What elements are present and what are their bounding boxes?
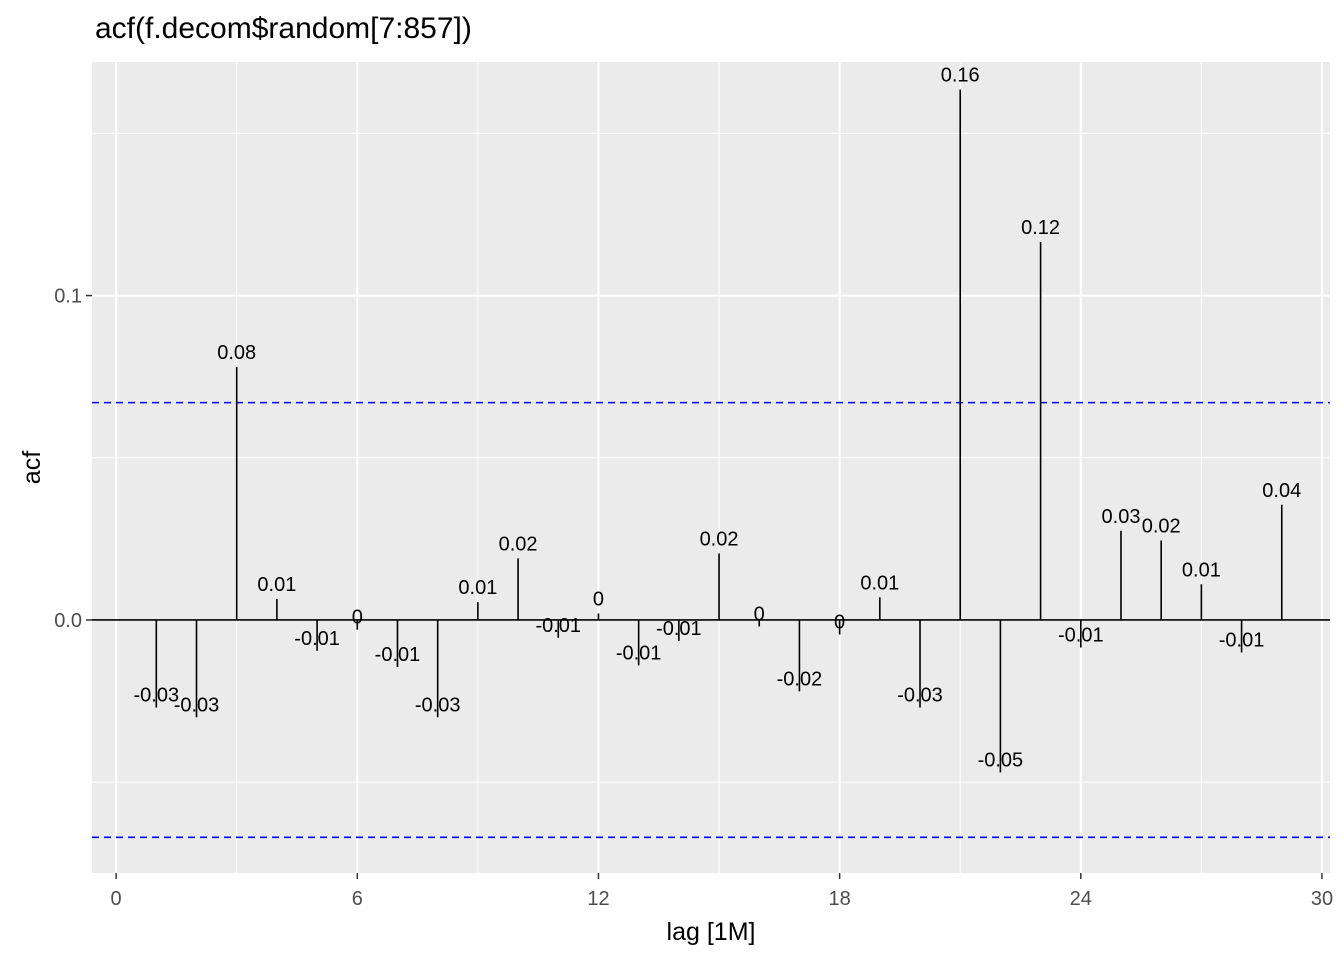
y-axis-title: acf [18, 451, 46, 484]
x-tick-label: 18 [828, 888, 850, 910]
acf-value-label: -0.03 [134, 685, 180, 707]
acf-value-label: 0.01 [860, 572, 899, 594]
chart-title: acf(f.decom$random[7:857]) [95, 12, 472, 45]
x-tick-label: 30 [1311, 888, 1333, 910]
acf-value-label: 0.01 [458, 577, 497, 599]
x-tick-label: 0 [111, 888, 122, 910]
acf-value-label: -0.02 [777, 668, 823, 690]
plot-panel [92, 62, 1330, 873]
y-tick-label: 0.1 [54, 286, 82, 308]
acf-value-label: 0.12 [1021, 217, 1060, 239]
acf-value-label: -0.03 [174, 694, 220, 716]
acf-value-label: 0.02 [1142, 515, 1181, 537]
acf-value-label: -0.01 [1058, 625, 1104, 647]
acf-value-label: -0.01 [656, 618, 702, 640]
acf-bars: -0.03-0.030.080.01-0.010-0.01-0.030.010.… [92, 65, 1330, 773]
acf-value-label: -0.01 [616, 642, 662, 664]
acf-value-label: 0.16 [941, 65, 980, 87]
acf-value-label: 0 [754, 603, 765, 625]
acf-value-label: 0.03 [1102, 506, 1141, 528]
acf-value-label: -0.01 [535, 615, 581, 637]
y-tick-label: 0.0 [54, 610, 82, 632]
acf-value-label: 0 [834, 612, 845, 634]
acf-value-label: 0.01 [1182, 559, 1221, 581]
acf-value-label: -0.01 [1219, 629, 1265, 651]
x-tick-label: 24 [1070, 888, 1092, 910]
acf-value-label: -0.03 [415, 694, 461, 716]
acf-value-label: -0.01 [294, 628, 340, 650]
x-tick-label: 6 [352, 888, 363, 910]
axis-ticks: 0 6 12 18 24 30 0.0 0.1 [54, 286, 1333, 910]
acf-value-label: -0.05 [978, 749, 1024, 771]
x-axis-title: lag [1M] [667, 918, 756, 946]
acf-value-label: 0.08 [217, 342, 256, 364]
acf-value-label: 0.04 [1262, 480, 1301, 502]
acf-value-label: -0.01 [375, 644, 421, 666]
acf-value-label: 0.02 [700, 528, 739, 550]
confidence-bounds [92, 401, 1330, 839]
acf-value-label: 0.01 [257, 574, 296, 596]
acf-value-label: 0.02 [499, 533, 538, 555]
acf-value-label: 0 [352, 607, 363, 629]
acf-value-label: -0.03 [897, 685, 943, 707]
acf-value-label: 0 [593, 588, 604, 610]
x-tick-label: 12 [587, 888, 609, 910]
